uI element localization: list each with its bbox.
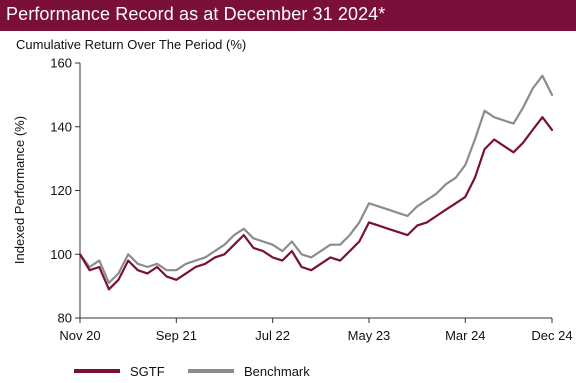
series-line-sgtf [78, 116, 554, 291]
chart-axes: 80 100 120 140 160 Nov 20 Sep 21 Jul 22 May 23 Ma… [50, 56, 572, 344]
series-line-benchmark [78, 74, 554, 284]
y-axis-title: Indexed Performance (%) [12, 116, 27, 264]
page-title: Performance Record as at December 31 202… [6, 4, 386, 24]
y-tick-label: 160 [50, 56, 72, 71]
y-tick-label: 80 [58, 311, 72, 326]
legend-swatch-benchmark [188, 369, 234, 373]
legend-label-benchmark: Benchmark [244, 363, 310, 379]
legend-item-sgtf: SGTF [74, 362, 165, 380]
legend-label-sgtf: SGTF [130, 363, 165, 379]
x-tick-label: Dec 24 [531, 328, 572, 343]
y-tick-label: 140 [50, 119, 72, 134]
x-tick-label: Jul 22 [255, 328, 290, 343]
chart-series [78, 74, 554, 291]
x-tick-label: May 23 [348, 328, 391, 343]
y-tick-label: 120 [50, 183, 72, 198]
x-tick-label: Sep 21 [156, 328, 197, 343]
y-tick-label: 100 [50, 247, 72, 262]
title-banner: Performance Record as at December 31 202… [0, 0, 576, 31]
x-tick-label: Mar 24 [445, 328, 485, 343]
legend-swatch-sgtf [74, 369, 120, 373]
chart-title: Cumulative Return Over The Period (%) [16, 37, 247, 52]
legend-item-benchmark: Benchmark [188, 362, 310, 380]
x-tick-label: Nov 20 [59, 328, 100, 343]
